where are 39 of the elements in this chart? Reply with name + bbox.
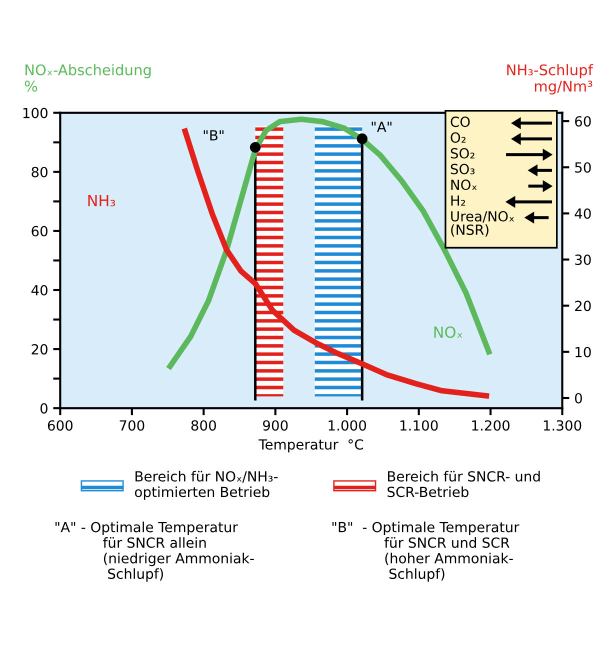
- annotation: SO₃: [450, 164, 475, 174]
- y2-tick-label: 60: [575, 116, 591, 127]
- y2-tick-label: 10: [576, 346, 591, 358]
- x-axis-title: Temperatur °C: [258, 439, 364, 452]
- legend-label: Bereich für NOₓ/NH₃- optimierten Betrieb: [134, 470, 278, 500]
- x-tick-label: 1.300: [544, 420, 582, 431]
- y2-tick-label: 30: [575, 254, 591, 266]
- x-tick-label: 700: [120, 420, 144, 431]
- annotation: "B": [204, 130, 224, 140]
- annotation: "A": [372, 122, 392, 132]
- x-tick-label: 900: [262, 420, 288, 431]
- annotation: CO: [450, 116, 470, 128]
- y-tick-label: 100: [23, 108, 48, 118]
- annotation: O₂: [450, 132, 466, 143]
- legend-label: Bereich für SNCR- und SCR-Betrieb: [388, 470, 540, 498]
- y2-tick-label: 20: [575, 300, 591, 312]
- y-tick-label: 0: [40, 403, 48, 414]
- y-tick-label: 80: [32, 166, 48, 178]
- x-tick-label: 800: [191, 420, 216, 431]
- x-tick-label: 1.100: [400, 420, 438, 431]
- y-axis-title: NOₓ-Abscheidung %: [24, 64, 151, 92]
- annotation: Urea/NOₓ (NSR): [451, 211, 514, 237]
- x-tick-label: 1.200: [472, 420, 510, 431]
- text: NH₃: [88, 194, 116, 206]
- text: "B" - Optimale Temperatur für SNCR und SCR (hoher Ammoniak- Schlupf): [332, 522, 520, 582]
- y2-tick-label: 40: [574, 208, 591, 219]
- y2-tick-label: 0: [574, 392, 582, 404]
- annotation: NOₓ: [451, 180, 477, 190]
- y-tick-label: 20: [32, 344, 48, 355]
- y-tick-label: 60: [32, 226, 48, 236]
- y2-tick-label: 50: [575, 162, 591, 173]
- annotation: H₂: [451, 195, 466, 206]
- text: "A" - Optimale Temperatur für SNCR allein (niedriger Ammoniak- Schlupf): [56, 522, 254, 582]
- annotation: SO₂: [450, 148, 474, 159]
- y-tick-label: 40: [31, 284, 48, 296]
- series-label: NOₓ: [434, 326, 462, 338]
- x-tick-label: 600: [48, 420, 73, 431]
- x-tick-label: 1.000: [328, 420, 366, 431]
- y2-axis-title: NH₃-Schlupf mg/Nm³: [507, 64, 594, 95]
